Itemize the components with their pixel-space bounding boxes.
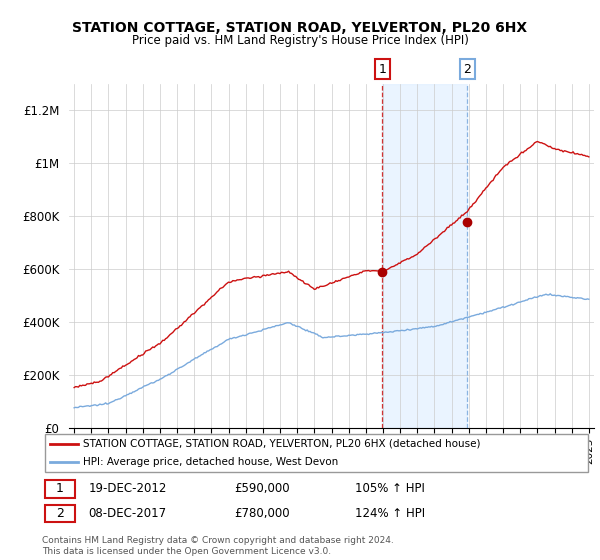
FancyBboxPatch shape (45, 435, 588, 472)
Text: Contains HM Land Registry data © Crown copyright and database right 2024.
This d: Contains HM Land Registry data © Crown c… (42, 536, 394, 556)
Text: 19-DEC-2012: 19-DEC-2012 (89, 482, 167, 496)
Text: 2: 2 (463, 63, 472, 76)
Text: 124% ↑ HPI: 124% ↑ HPI (355, 507, 425, 520)
Bar (382, 84, 467, 428)
Text: HPI: Average price, detached house, West Devon: HPI: Average price, detached house, West… (83, 458, 338, 467)
FancyBboxPatch shape (45, 505, 75, 522)
Text: 1: 1 (379, 63, 386, 76)
Text: £780,000: £780,000 (234, 507, 290, 520)
Text: STATION COTTAGE, STATION ROAD, YELVERTON, PL20 6HX: STATION COTTAGE, STATION ROAD, YELVERTON… (73, 21, 527, 35)
Text: 105% ↑ HPI: 105% ↑ HPI (355, 482, 425, 496)
Text: Price paid vs. HM Land Registry's House Price Index (HPI): Price paid vs. HM Land Registry's House … (131, 34, 469, 46)
FancyBboxPatch shape (45, 480, 75, 498)
Text: £590,000: £590,000 (234, 482, 290, 496)
Text: 08-DEC-2017: 08-DEC-2017 (89, 507, 167, 520)
Text: 2: 2 (56, 507, 64, 520)
Text: STATION COTTAGE, STATION ROAD, YELVERTON, PL20 6HX (detached house): STATION COTTAGE, STATION ROAD, YELVERTON… (83, 439, 481, 449)
Text: 1: 1 (56, 482, 64, 496)
